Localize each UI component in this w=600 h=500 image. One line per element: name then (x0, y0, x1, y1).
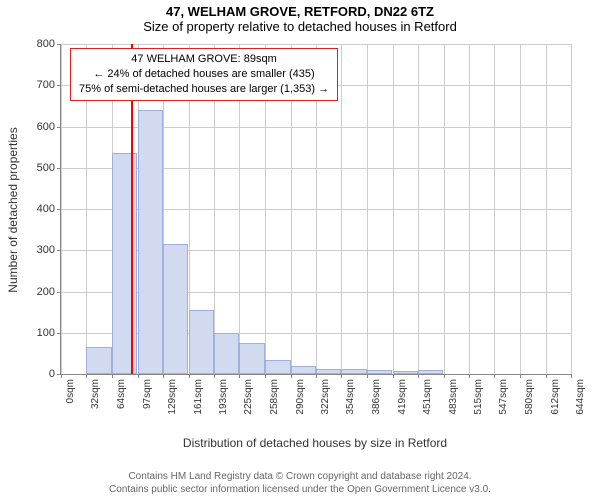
annotation-line-3: 75% of semi-detached houses are larger (… (79, 82, 329, 97)
x-tick-label: 322sqm (320, 379, 331, 415)
y-tick-label: 800 (21, 38, 55, 50)
histogram-bar (367, 370, 392, 374)
y-tick-label: 0 (21, 368, 55, 380)
x-tick-label: 129sqm (167, 379, 178, 415)
y-tick-label: 500 (21, 162, 55, 174)
gridline-v (444, 44, 445, 374)
histogram-bar (265, 360, 290, 374)
gridline-v (494, 44, 495, 374)
y-tick-label: 400 (21, 203, 55, 215)
gridline-v (61, 44, 62, 374)
gridline-v (546, 44, 547, 374)
gridline-v (571, 44, 572, 374)
page-title-address: 47, WELHAM GROVE, RETFORD, DN22 6TZ (0, 0, 600, 19)
x-tick-label: 290sqm (295, 379, 306, 415)
histogram-bar (418, 370, 443, 374)
x-tick-label: 0sqm (65, 379, 76, 403)
histogram-bar (393, 371, 418, 374)
annotation-line-2: ← 24% of detached houses are smaller (43… (79, 67, 329, 82)
gridline-v (520, 44, 521, 374)
x-tick-label: 258sqm (269, 379, 280, 415)
x-tick-label: 64sqm (116, 379, 127, 409)
y-tick-label: 200 (21, 286, 55, 298)
x-tick-label: 354sqm (345, 379, 356, 415)
x-tick-label: 644sqm (575, 379, 586, 415)
y-tick-label: 300 (21, 244, 55, 256)
gridline-v (469, 44, 470, 374)
gridline-v (341, 44, 342, 374)
histogram-bar (138, 110, 163, 374)
y-axis-label: Number of detached properties (6, 127, 20, 292)
histogram-bar (214, 333, 239, 374)
y-tick-label: 600 (21, 121, 55, 133)
x-tick-label: 483sqm (448, 379, 459, 415)
histogram-bar (316, 369, 341, 374)
x-tick-label: 612sqm (550, 379, 561, 415)
x-tick-label: 547sqm (498, 379, 509, 415)
x-tick-label: 32sqm (90, 379, 101, 409)
page-subtitle: Size of property relative to detached ho… (0, 19, 600, 36)
annotation-line-1: 47 WELHAM GROVE: 89sqm (79, 52, 329, 67)
histogram-bar (341, 369, 366, 374)
x-tick-label: 193sqm (218, 379, 229, 415)
gridline-v (367, 44, 368, 374)
x-tick-label: 386sqm (371, 379, 382, 415)
x-tick-label: 515sqm (473, 379, 484, 415)
x-axis-label: Distribution of detached houses by size … (60, 436, 570, 450)
footer-line-2: Contains public sector information licen… (0, 483, 600, 496)
histogram-bar (189, 310, 214, 374)
x-tick-label: 97sqm (142, 379, 153, 409)
footer-attribution: Contains HM Land Registry data © Crown c… (0, 470, 600, 496)
footer-line-1: Contains HM Land Registry data © Crown c… (0, 470, 600, 483)
y-tick-label: 700 (21, 79, 55, 91)
histogram-bar (239, 343, 264, 374)
histogram-bar (86, 347, 111, 374)
x-tick-label: 419sqm (397, 379, 408, 415)
y-tick-label: 100 (21, 327, 55, 339)
annotation-box: 47 WELHAM GROVE: 89sqm ← 24% of detached… (70, 48, 338, 101)
x-tick-label: 580sqm (524, 379, 535, 415)
gridline-v (418, 44, 419, 374)
x-tick-label: 225sqm (243, 379, 254, 415)
x-tick-label: 161sqm (193, 379, 204, 415)
x-tick-label: 451sqm (422, 379, 433, 415)
gridline-v (393, 44, 394, 374)
histogram-bar (291, 366, 316, 374)
histogram-bar (163, 244, 188, 374)
